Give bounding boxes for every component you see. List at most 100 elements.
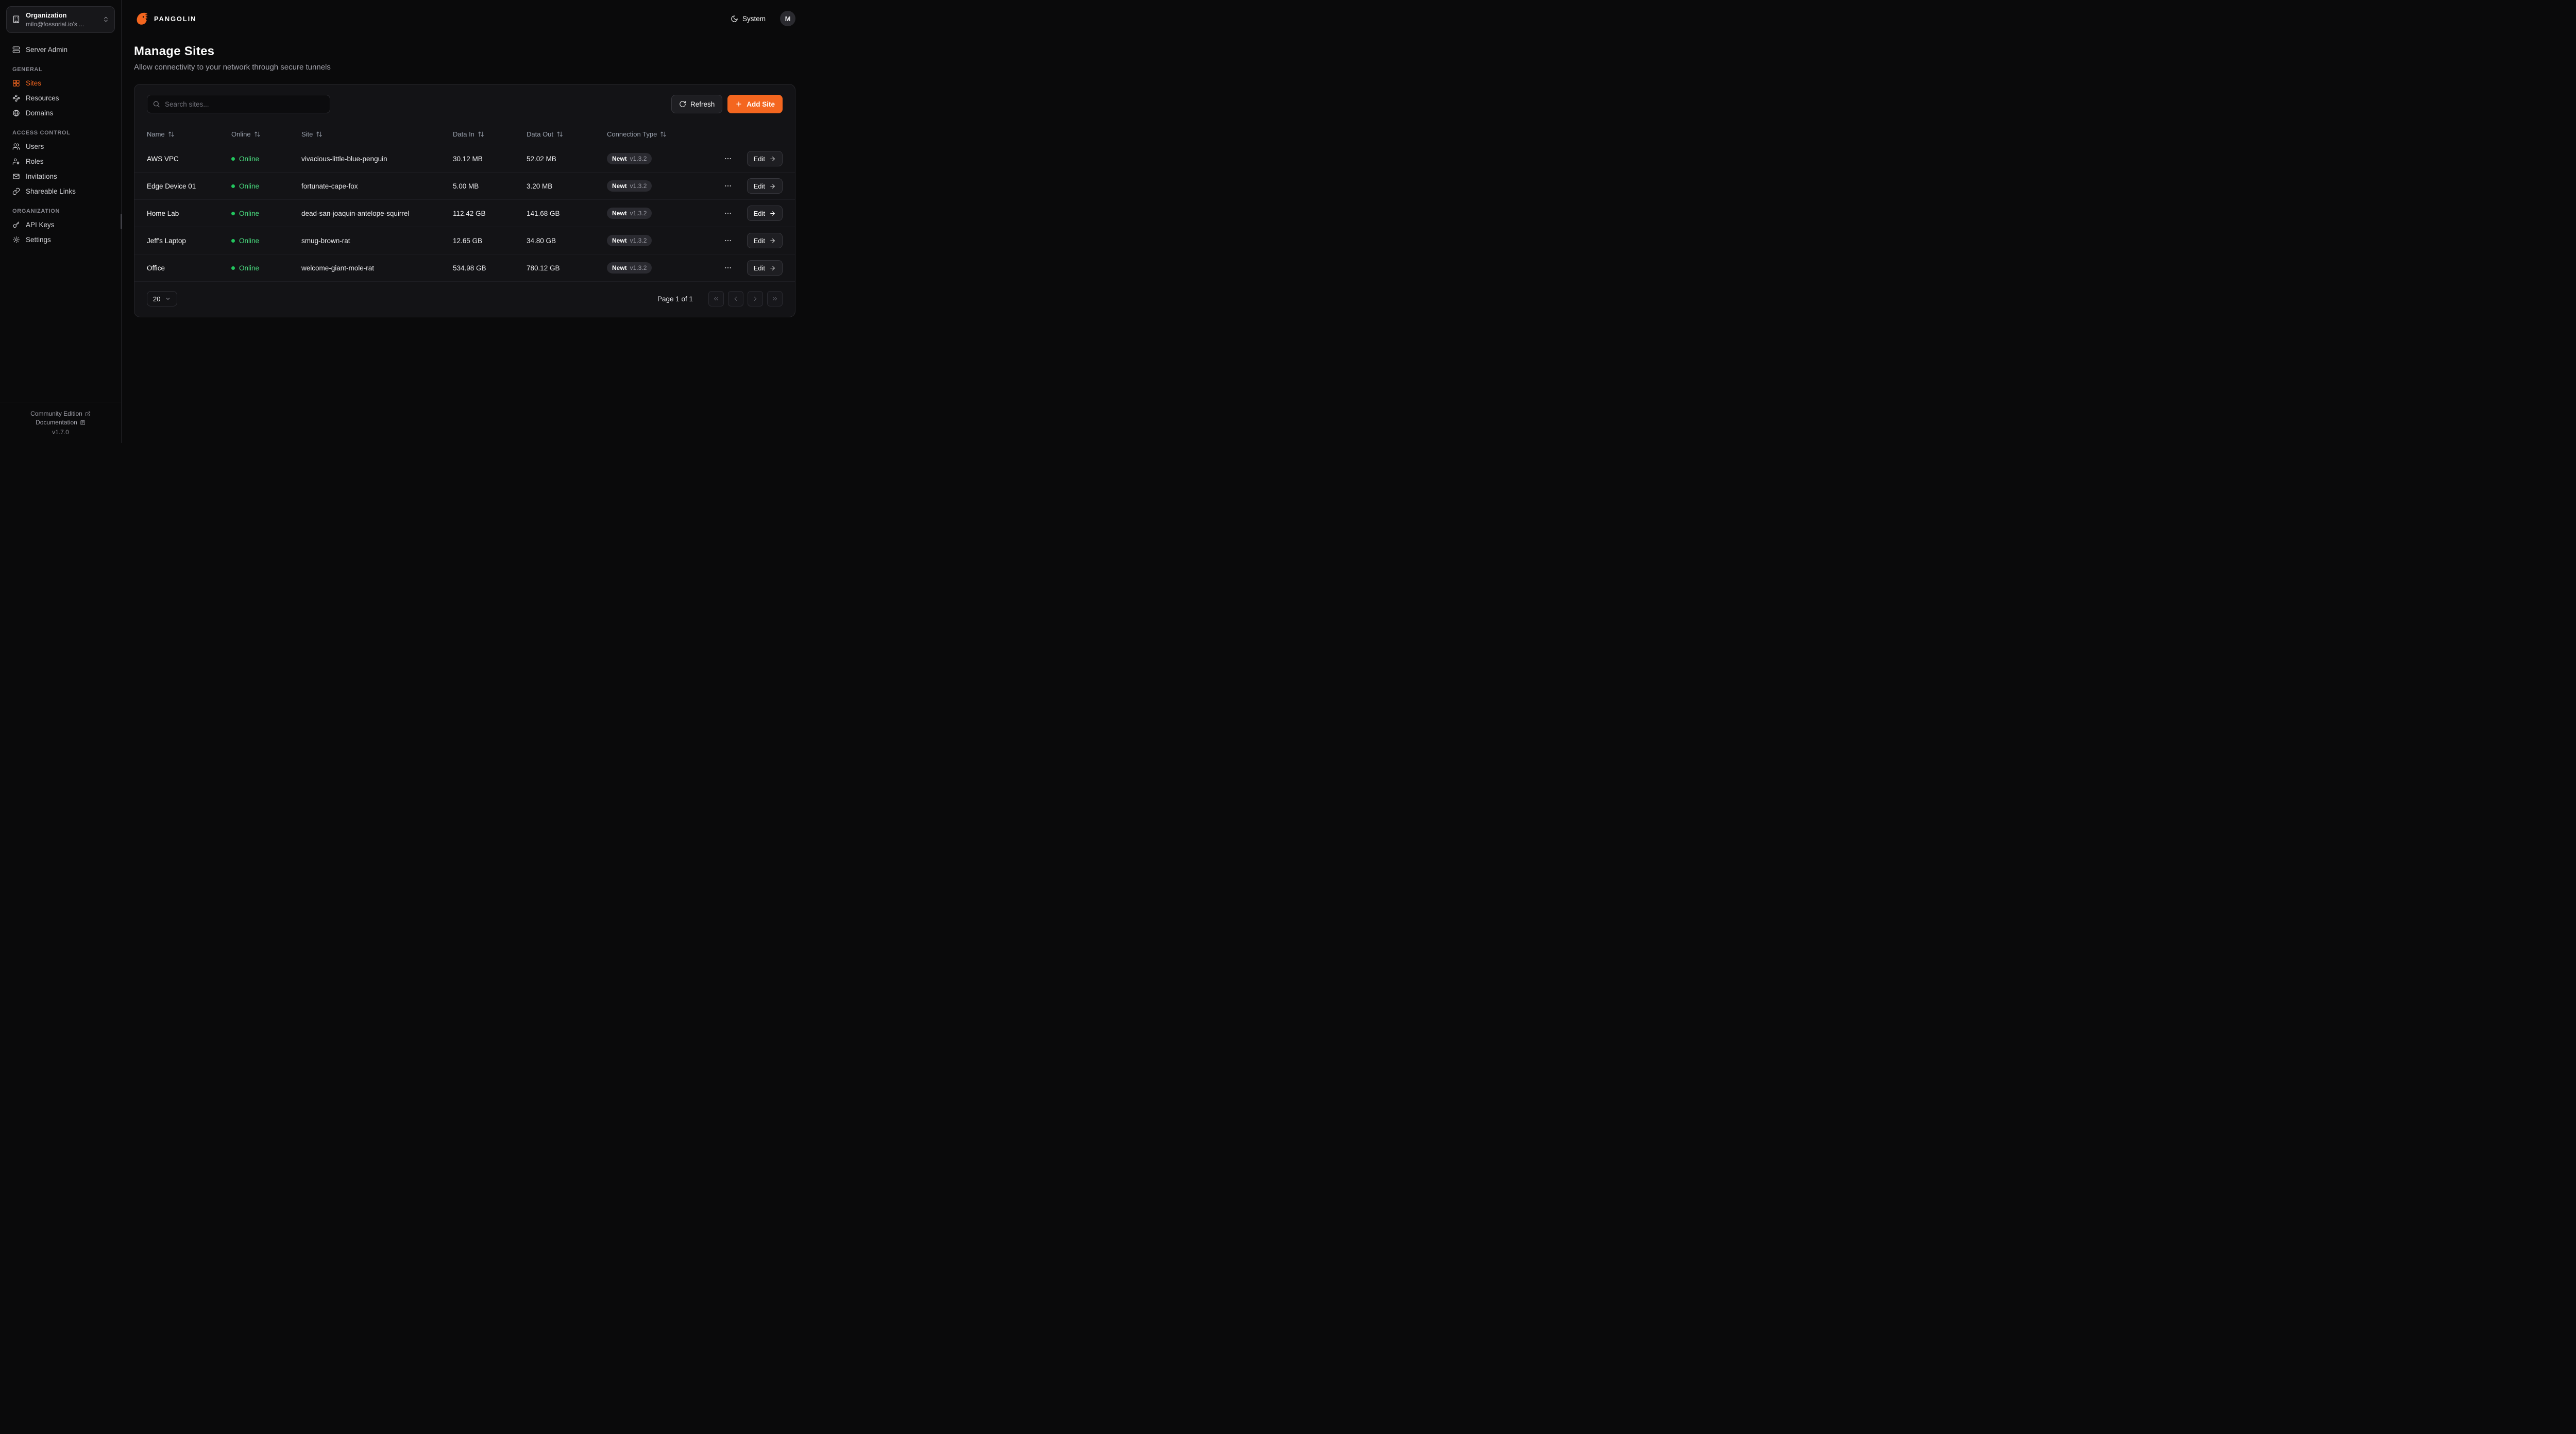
online-dot-icon: [231, 238, 235, 243]
edit-button[interactable]: Edit: [747, 233, 783, 248]
documentation-icon: [80, 420, 85, 425]
add-site-button[interactable]: Add Site: [727, 95, 783, 113]
ellipsis-icon: [725, 267, 731, 269]
site-name: Edge Device 01: [147, 182, 196, 190]
connection-name: Newt: [612, 155, 627, 162]
column-header-data-in[interactable]: Data In: [453, 130, 527, 138]
edit-button-label: Edit: [753, 264, 765, 272]
community-edition-label: Community Edition: [30, 410, 82, 417]
edit-button-label: Edit: [753, 182, 765, 190]
section-label-access-control: ACCESS CONTROL: [12, 129, 71, 136]
column-header-data-out[interactable]: Data Out: [527, 130, 607, 138]
arrow-right-icon: [770, 183, 775, 189]
edit-button[interactable]: Edit: [747, 260, 783, 276]
theme-toggle-label: System: [742, 14, 766, 23]
org-picker-subtitle: milo@fossorial.io's ...: [26, 20, 84, 28]
next-page-button[interactable]: [748, 291, 763, 306]
sidebar-item-api-keys[interactable]: API Keys: [7, 217, 114, 232]
avatar[interactable]: M: [780, 11, 795, 26]
row-menu-button[interactable]: [722, 180, 734, 192]
data-in: 112.42 GB: [453, 209, 486, 217]
topbar: PANGOLIN System M: [122, 0, 808, 37]
status-badge: Online: [231, 237, 301, 245]
data-in: 534.98 GB: [453, 264, 486, 272]
globe-icon: [13, 110, 20, 116]
connection-version: v1.3.2: [630, 237, 647, 244]
sites-toolbar: Refresh Add Site: [134, 84, 795, 124]
row-menu-button[interactable]: [722, 152, 734, 165]
column-header-site[interactable]: Site: [301, 130, 453, 138]
connection-type-badge: Newt v1.3.2: [607, 180, 652, 192]
sort-icon: [168, 131, 174, 137]
sidebar-item-settings[interactable]: Settings: [7, 232, 114, 247]
sidebar-item-label: API Keys: [26, 220, 55, 229]
server-icon: [12, 46, 20, 53]
data-out: 780.12 GB: [527, 264, 560, 272]
connection-type-badge: Newt v1.3.2: [607, 208, 652, 219]
sidebar-item-domains[interactable]: Domains: [7, 106, 114, 121]
connection-version: v1.3.2: [630, 155, 647, 162]
status-label: Online: [239, 155, 260, 163]
chevrons-left-icon: [714, 297, 719, 301]
refresh-button-label: Refresh: [690, 100, 715, 108]
edit-button[interactable]: Edit: [747, 206, 783, 221]
sidebar-item-shareable-links[interactable]: Shareable Links: [7, 184, 114, 199]
sidebar-item-resources[interactable]: Resources: [7, 91, 114, 106]
gear-icon: [13, 236, 20, 243]
ellipsis-icon: [725, 240, 731, 242]
documentation-link[interactable]: Documentation: [5, 419, 116, 426]
brand: PANGOLIN: [134, 11, 196, 26]
online-dot-icon: [231, 211, 235, 215]
connection-name: Newt: [612, 210, 627, 217]
previous-page-button[interactable]: [728, 291, 743, 306]
ellipsis-icon: [725, 212, 731, 214]
page-indicator: Page 1 of 1: [657, 295, 693, 303]
status-label: Online: [239, 182, 260, 190]
sites-icon: [13, 80, 20, 87]
row-menu-button[interactable]: [722, 207, 734, 219]
column-header-connection-type[interactable]: Connection Type: [607, 130, 718, 138]
last-page-button[interactable]: [767, 291, 783, 306]
community-edition-link[interactable]: Community Edition: [5, 410, 116, 417]
edit-button[interactable]: Edit: [747, 151, 783, 166]
theme-toggle[interactable]: System: [727, 14, 769, 23]
edit-button[interactable]: Edit: [747, 178, 783, 194]
sidebar-item-sites[interactable]: Sites: [7, 76, 114, 91]
first-page-button[interactable]: [708, 291, 724, 306]
row-menu-button[interactable]: [722, 262, 734, 274]
data-out: 34.80 GB: [527, 236, 556, 245]
sidebar-item-invitations[interactable]: Invitations: [7, 169, 114, 184]
topbar-right: System M: [727, 11, 795, 26]
resources-icon: [12, 94, 20, 101]
column-label: Data Out: [527, 130, 554, 138]
sidebar: Organization milo@fossorial.io's ... Ser…: [0, 0, 122, 443]
refresh-button[interactable]: Refresh: [671, 95, 723, 113]
org-picker[interactable]: Organization milo@fossorial.io's ...: [6, 6, 115, 33]
column-header-name[interactable]: Name: [147, 130, 231, 138]
edit-button-label: Edit: [753, 236, 765, 245]
documentation-label: Documentation: [36, 419, 77, 426]
table-row: AWS VPC Online vivacious-little-blue-pen…: [134, 145, 795, 173]
column-header-online[interactable]: Online: [231, 130, 301, 138]
sidebar-item-server-admin[interactable]: Server Admin: [7, 42, 114, 57]
site-name: Home Lab: [147, 209, 179, 217]
sidebar-item-users[interactable]: Users: [7, 139, 114, 154]
column-label: Name: [147, 130, 165, 138]
sidebar-item-label: Roles: [26, 157, 44, 165]
search-input[interactable]: [147, 95, 330, 113]
status-label: Online: [239, 236, 260, 245]
sidebar-item-label: Users: [26, 142, 44, 150]
sidebar-resize-handle[interactable]: [121, 214, 122, 229]
connection-name: Newt: [612, 264, 627, 271]
users-icon: [12, 143, 20, 150]
site-name: Office: [147, 264, 165, 272]
table-row: Office Online welcome-giant-mole-rat 534…: [134, 254, 795, 282]
status-label: Online: [239, 264, 260, 272]
mail-icon: [13, 174, 20, 179]
sidebar-item-roles[interactable]: Roles: [7, 154, 114, 169]
link-icon: [12, 187, 20, 195]
row-menu-button[interactable]: [722, 234, 734, 247]
chevrons-up-down-icon: [103, 16, 109, 23]
arrow-right-icon: [770, 238, 775, 243]
page-size-select[interactable]: 20: [147, 291, 178, 306]
